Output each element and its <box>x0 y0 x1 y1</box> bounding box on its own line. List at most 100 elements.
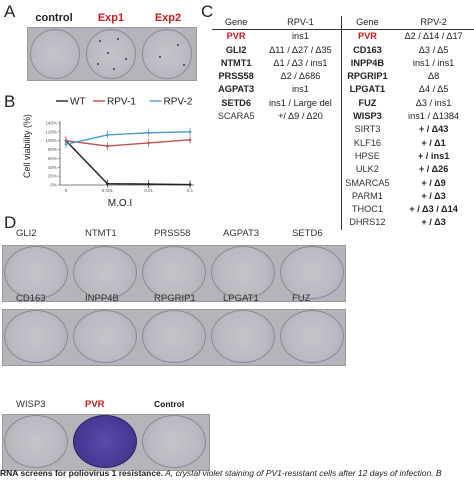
well-control <box>30 29 80 79</box>
y-tick-label: 100% <box>45 138 57 143</box>
x-tick-label: 0 <box>65 188 68 193</box>
data-point <box>147 131 150 135</box>
plate-label: FUZ <box>292 293 311 304</box>
data-point <box>64 142 68 146</box>
gene-row: PARM1 + / Δ3 <box>212 189 474 204</box>
plate-label: AGPAT3 <box>223 228 260 239</box>
mutation-value: ins1 <box>291 31 309 42</box>
chart-legend: WT RPV-1 RPV-2 <box>56 97 193 108</box>
series-line-rpv-2 <box>65 131 191 145</box>
gene-name: SMARCA5 <box>340 176 394 190</box>
data-point <box>106 144 109 148</box>
mutation-value: Δ3 / ins1 <box>415 97 452 108</box>
mutation-value: Δ8 <box>427 71 440 82</box>
gene-name: PRSS58 <box>218 71 254 82</box>
chart-axes: 0% 20% 40% 60% 80% 100% 120% 140% 0 0.001 0.01 0.1 <box>45 121 194 193</box>
plate-label: Control <box>154 399 185 409</box>
mutation-value: + / Δ3 / Δ14 <box>409 204 458 215</box>
well <box>4 415 68 468</box>
x-tick-label: 0.01 <box>144 188 153 193</box>
well <box>4 310 68 363</box>
gene-name: DHRS12 <box>340 216 394 230</box>
plate-label: RPGRIP1 <box>154 293 196 304</box>
y-tick-label: 40% <box>48 165 57 170</box>
legend-label: WT <box>70 97 86 108</box>
mutation-value: + / Δ3 <box>421 217 446 228</box>
mutation-value: Δ4 / Δ5 <box>418 84 449 95</box>
mutation-value: ins1 / Δ1384 <box>408 111 460 122</box>
y-tick-label: 60% <box>48 156 57 161</box>
plate-label: PVR <box>85 399 105 410</box>
x-axis-label: M.O.I <box>107 198 133 209</box>
well <box>73 246 137 299</box>
caption-bold: RNA screens for poliovirus 1 resistance. <box>0 468 164 478</box>
gene-name: GLI2 <box>225 44 247 55</box>
data-point <box>188 138 192 142</box>
gene-row: HPSE + / ins1 <box>212 149 474 164</box>
y-axis-label: Cell viability (%) <box>22 114 32 179</box>
gene-name: PVR <box>340 29 394 44</box>
mutation-value: Δ3 / Δ5 <box>418 44 449 55</box>
plate-label: GLI2 <box>16 228 37 239</box>
gene-name: INPP4B <box>340 56 394 71</box>
y-tick-label: 140% <box>45 121 57 126</box>
mutation-value: + / Δ9 <box>421 177 446 188</box>
y-tick-label: 80% <box>48 147 57 152</box>
gene-name: FUZ <box>340 96 394 111</box>
series-line-rpv-1 <box>65 139 191 147</box>
mutation-value: Δ2 / Δ14 / Δ17 <box>404 31 463 42</box>
well <box>280 310 344 363</box>
gene-name: THOC1 <box>340 203 394 217</box>
well <box>142 415 206 468</box>
well <box>211 246 275 299</box>
data-point <box>147 141 150 145</box>
gene-name: PARM1 <box>340 189 394 204</box>
y-tick-label: 120% <box>45 129 57 134</box>
header-gene-2: Gene <box>340 16 394 31</box>
plate-label: LPGAT1 <box>223 293 259 304</box>
y-axis-label-box: Cell viability (%) <box>20 113 32 183</box>
header-gene-1: Gene <box>212 16 261 31</box>
plate-label: PRSS58 <box>154 228 191 239</box>
gene-row: GLI2 Δ11 / Δ27 / Δ35 CD163 Δ3 / Δ5 <box>212 43 474 57</box>
mutation-value: Δ1 / Δ3 / ins1 <box>273 57 328 68</box>
gene-row: SIRT3 + / Δ43 <box>212 123 474 137</box>
data-point <box>147 182 150 186</box>
gene-name: SIRT3 <box>340 123 394 137</box>
gene-row: PVR ins1 PVR Δ2 / Δ14 / Δ17 <box>212 29 474 44</box>
well <box>73 415 137 468</box>
plate-label-exp1: Exp1 <box>97 12 125 24</box>
header-rpv1: RPV-1 <box>260 16 342 31</box>
mutation-value: Δ11 / Δ27 / Δ35 <box>269 44 332 55</box>
panel-letter-b: B <box>4 92 16 111</box>
well <box>211 310 275 363</box>
plate-label-control: control <box>35 12 73 24</box>
data-point <box>188 183 192 186</box>
gene-name: LPGAT1 <box>340 83 394 97</box>
gene-name: KLF16 <box>340 136 394 150</box>
mutation-value: + / Δ26 <box>418 164 449 175</box>
well <box>4 246 68 299</box>
mutation-value: + / Δ43 <box>418 124 449 135</box>
gene-name: PVR <box>226 31 246 42</box>
gene-row: PRSS58 Δ2 / Δ686 RPGRIP1 Δ8 <box>212 70 474 84</box>
data-point <box>106 182 109 185</box>
well <box>73 310 137 363</box>
well-exp1 <box>86 29 136 79</box>
gene-row: DHRS12 + / Δ3 <box>212 216 474 230</box>
well-exp2 <box>142 29 192 79</box>
mutation-value: +/ Δ9 / Δ20 <box>278 111 323 122</box>
mutation-value: + / ins1 <box>417 150 450 161</box>
plate-label: CD163 <box>16 293 46 304</box>
well <box>280 246 344 299</box>
gene-name: CD163 <box>340 43 394 57</box>
gene-row: KLF16 + / Δ1 <box>212 136 474 150</box>
mutation-value: Δ2 / Δ686 <box>280 71 321 82</box>
caption-text: A, crystal violet staining of PV1-resist… <box>163 468 442 478</box>
gene-name: HPSE <box>340 149 394 164</box>
chart-b: WT RPV-1 RPV-2 0% 20% 40% 60% 80% 100% 120% 140% 0… <box>20 93 200 213</box>
gene-row: SCARA5 +/ Δ9 / Δ20 WISP3 ins1 / Δ1384 <box>212 110 474 124</box>
series-line-wt <box>65 140 191 186</box>
plate-a <box>27 27 197 81</box>
figure-caption: RNA screens for poliovirus 1 resistance.… <box>0 468 442 478</box>
